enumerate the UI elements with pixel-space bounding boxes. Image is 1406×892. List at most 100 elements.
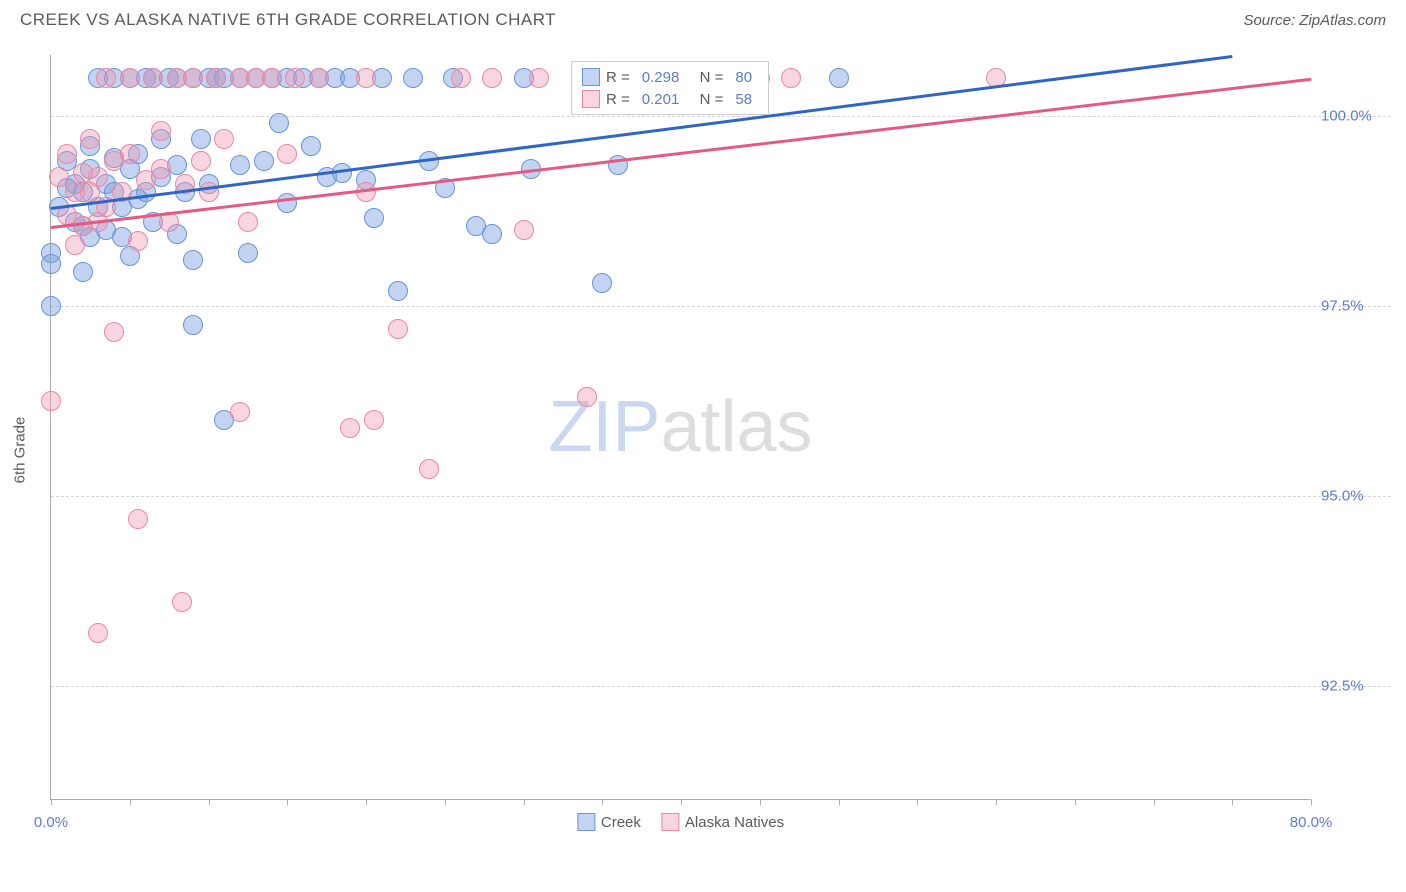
x-tick xyxy=(1154,799,1155,805)
data-point xyxy=(214,129,234,149)
gridline xyxy=(51,306,1391,307)
r-value: 0.201 xyxy=(636,91,686,108)
n-label: N = xyxy=(691,69,723,86)
data-point xyxy=(829,68,849,88)
data-point xyxy=(143,68,163,88)
data-point xyxy=(183,250,203,270)
r-value: 0.298 xyxy=(636,69,686,86)
data-point xyxy=(88,623,108,643)
data-point xyxy=(781,68,801,88)
legend-swatch xyxy=(577,813,595,831)
data-point xyxy=(191,129,211,149)
data-point xyxy=(73,262,93,282)
data-point xyxy=(65,235,85,255)
y-tick-label: 97.5% xyxy=(1321,297,1364,314)
data-point xyxy=(277,144,297,164)
data-point xyxy=(254,151,274,171)
x-tick xyxy=(209,799,210,805)
data-point xyxy=(191,151,211,171)
legend-label: Alaska Natives xyxy=(685,814,784,831)
legend-item: Alaska Natives xyxy=(661,813,784,831)
data-point xyxy=(151,121,171,141)
data-point xyxy=(388,281,408,301)
data-point xyxy=(482,68,502,88)
data-point xyxy=(183,68,203,88)
x-tick xyxy=(602,799,603,805)
legend-swatch xyxy=(582,68,600,86)
stats-legend: R = 0.298 N = 80 R = 0.201 N = 58 xyxy=(571,61,769,115)
x-tick xyxy=(681,799,682,805)
x-tick xyxy=(287,799,288,805)
data-point xyxy=(388,319,408,339)
data-point xyxy=(128,231,148,251)
plot-area: ZIPatlas 92.5%95.0%97.5%100.0%0.0%80.0%R… xyxy=(50,55,1310,800)
data-point xyxy=(482,224,502,244)
gridline xyxy=(51,116,1391,117)
n-value: 58 xyxy=(729,91,758,108)
data-point xyxy=(277,193,297,213)
data-point xyxy=(451,68,471,88)
data-point xyxy=(41,254,61,274)
x-tick xyxy=(524,799,525,805)
data-point xyxy=(88,167,108,187)
x-tick xyxy=(839,799,840,805)
legend-row: R = 0.201 N = 58 xyxy=(582,88,758,110)
y-tick-label: 92.5% xyxy=(1321,677,1364,694)
data-point xyxy=(309,68,329,88)
chart-header: CREEK VS ALASKA NATIVE 6TH GRADE CORRELA… xyxy=(0,0,1406,40)
data-point xyxy=(529,68,549,88)
data-point xyxy=(183,315,203,335)
data-point xyxy=(41,296,61,316)
watermark-atlas: atlas xyxy=(660,387,812,467)
legend-row: R = 0.298 N = 80 xyxy=(582,66,758,88)
x-tick xyxy=(1075,799,1076,805)
data-point xyxy=(230,402,250,422)
data-point xyxy=(96,68,116,88)
data-point xyxy=(80,129,100,149)
x-tick xyxy=(366,799,367,805)
n-label: N = xyxy=(691,91,723,108)
watermark-zip: ZIP xyxy=(548,387,660,467)
chart-container: 6th Grade ZIPatlas 92.5%95.0%97.5%100.0%… xyxy=(50,55,1390,845)
data-point xyxy=(356,68,376,88)
x-tick xyxy=(51,799,52,805)
data-point xyxy=(592,273,612,293)
data-point xyxy=(172,592,192,612)
data-point xyxy=(238,243,258,263)
data-point xyxy=(238,212,258,232)
x-tick xyxy=(130,799,131,805)
data-point xyxy=(364,410,384,430)
r-label: R = xyxy=(606,91,630,108)
x-tick xyxy=(1232,799,1233,805)
x-tick xyxy=(996,799,997,805)
x-tick xyxy=(1311,799,1312,805)
series-legend: CreekAlaska Natives xyxy=(577,813,784,831)
data-point xyxy=(41,391,61,411)
data-point xyxy=(419,459,439,479)
data-point xyxy=(57,144,77,164)
data-point xyxy=(230,155,250,175)
x-tick xyxy=(760,799,761,805)
data-point xyxy=(151,159,171,179)
gridline xyxy=(51,496,1391,497)
x-tick-label: 80.0% xyxy=(1290,814,1333,831)
y-axis-label: 6th Grade xyxy=(12,417,29,484)
data-point xyxy=(49,167,69,187)
data-point xyxy=(269,113,289,133)
data-point xyxy=(514,220,534,240)
data-point xyxy=(128,509,148,529)
data-point xyxy=(104,322,124,342)
legend-swatch xyxy=(582,90,600,108)
x-tick xyxy=(445,799,446,805)
data-point xyxy=(364,208,384,228)
data-point xyxy=(403,68,423,88)
data-point xyxy=(301,136,321,156)
data-point xyxy=(340,418,360,438)
legend-swatch xyxy=(661,813,679,831)
n-value: 80 xyxy=(729,69,758,86)
data-point xyxy=(120,68,140,88)
data-point xyxy=(262,68,282,88)
data-point xyxy=(206,68,226,88)
data-point xyxy=(120,144,140,164)
r-label: R = xyxy=(606,69,630,86)
